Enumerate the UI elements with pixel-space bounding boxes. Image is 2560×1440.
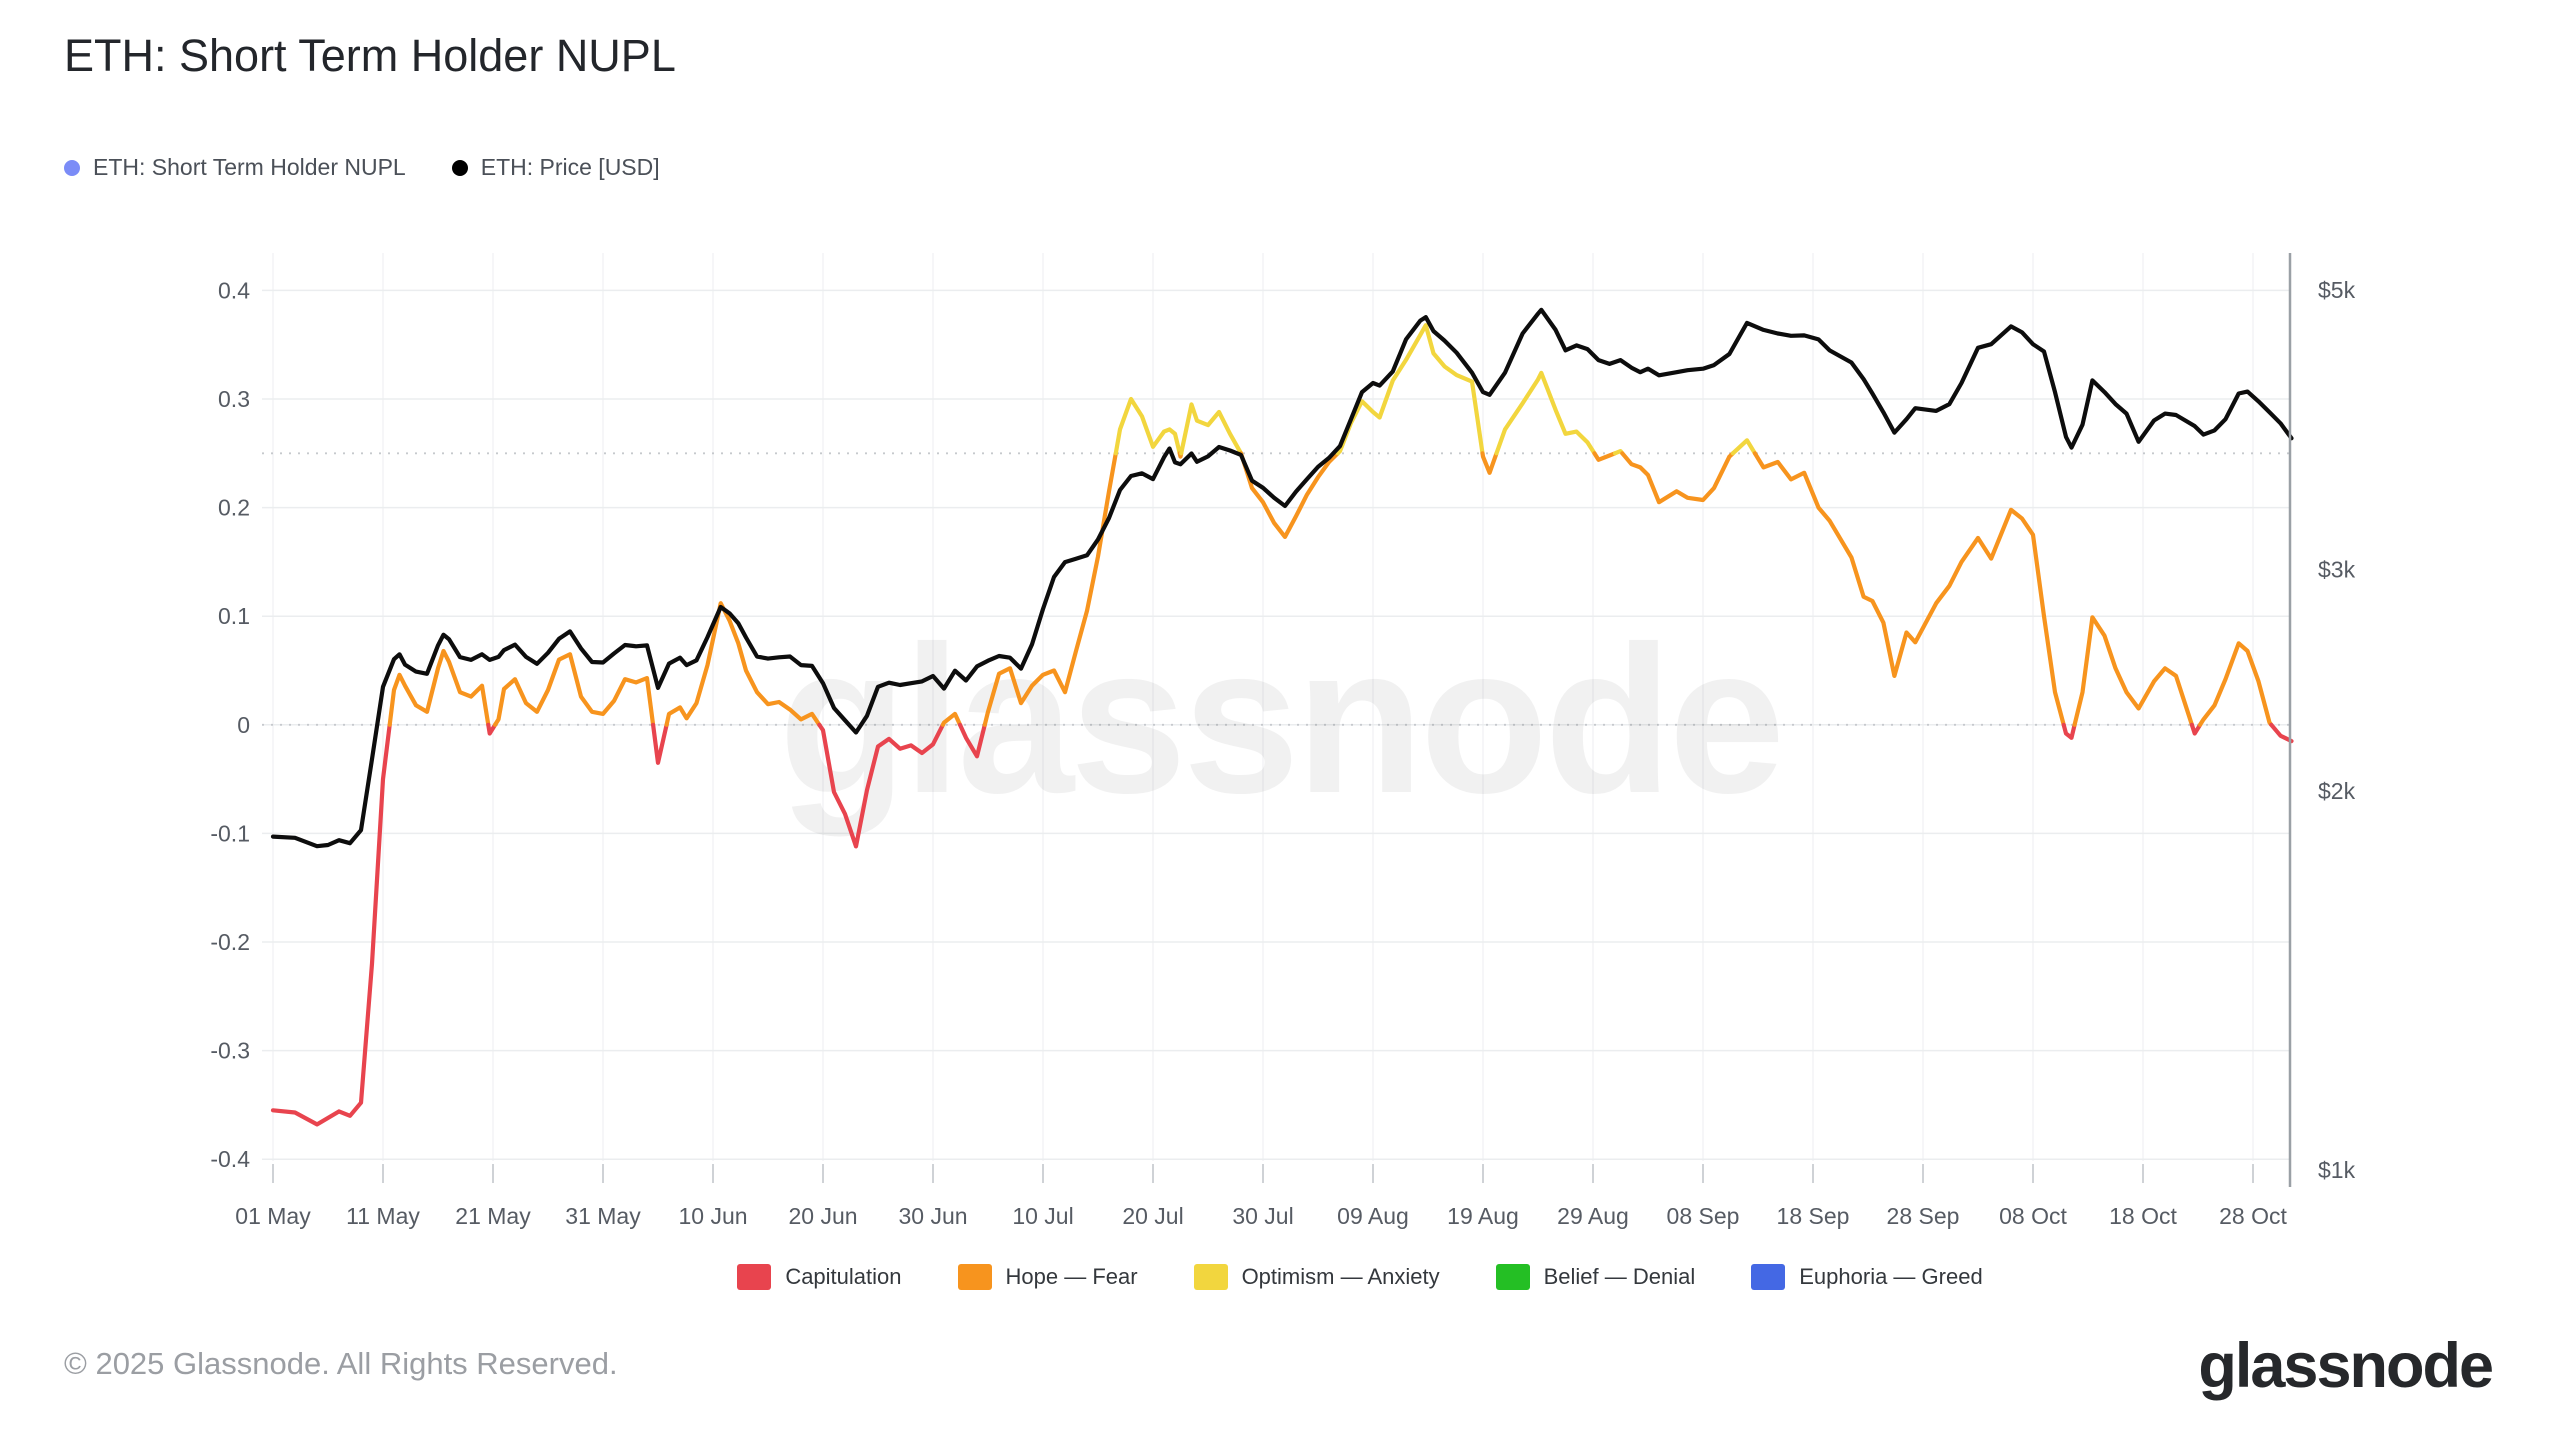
x-axis-label: 08 Oct xyxy=(1999,1203,2067,1229)
y-axis-left-label: -0.3 xyxy=(210,1038,250,1064)
zone-legend-item-belief-denial[interactable]: Belief — Denial xyxy=(1495,1264,1696,1290)
page-title: ETH: Short Term Holder NUPL xyxy=(64,30,676,81)
x-axis-label: 21 May xyxy=(455,1203,531,1229)
x-axis-label: 28 Sep xyxy=(1887,1203,1960,1229)
x-axis-label: 18 Sep xyxy=(1777,1203,1850,1229)
nupl-line-segment xyxy=(1480,451,1499,475)
x-axis-label: 10 Jul xyxy=(1012,1203,1073,1229)
nupl-line-segment xyxy=(2061,722,2077,740)
x-axis-label: 08 Sep xyxy=(1667,1203,1740,1229)
watermark-logo: glassnode xyxy=(779,602,1782,837)
nupl-line-segment xyxy=(2072,615,2194,727)
nupl-line-segment xyxy=(493,652,656,727)
zone-legend-item-euphoria-greed[interactable]: Euphoria — Greed xyxy=(1751,1264,1983,1290)
belief-denial-swatch-icon xyxy=(1495,1264,1530,1290)
nupl-line-segment xyxy=(957,722,987,759)
nupl-line-segment xyxy=(486,722,498,736)
y-axis-right-label: $2k xyxy=(2318,778,2356,804)
x-axis-label: 01 May xyxy=(235,1203,311,1229)
nupl-line-segment xyxy=(1620,451,1735,505)
nupl-series-dot-icon xyxy=(64,159,80,176)
y-axis-left-label: 0.3 xyxy=(218,386,250,412)
zone-legend-label: Belief — Denial xyxy=(1543,1264,1696,1289)
top-legend-label-price: ETH: Price [USD] xyxy=(480,154,660,180)
zone-legend-label: Capitulation xyxy=(785,1264,902,1289)
nupl-line-segment xyxy=(1113,396,1182,456)
zone-legend: Capitulation Hope — Fear Optimism — Anxi… xyxy=(80,1264,2560,1290)
x-axis-label: 31 May xyxy=(565,1203,641,1229)
y-axis-left-label: -0.4 xyxy=(210,1146,250,1172)
y-axis-left-label: 0.4 xyxy=(218,277,250,303)
nupl-line-segment xyxy=(2198,641,2274,727)
price-series-dot-icon xyxy=(451,159,468,176)
x-axis-label: 10 Jun xyxy=(678,1203,747,1229)
capitulation-swatch-icon xyxy=(737,1264,772,1290)
x-axis-label: 30 Jul xyxy=(1232,1203,1293,1229)
x-axis-label: 28 Oct xyxy=(2219,1203,2287,1229)
nupl-line-segment xyxy=(1335,323,1485,456)
glassnode-logo: glassnode xyxy=(2198,1331,2494,1401)
x-axis-label: 30 Jun xyxy=(898,1203,967,1229)
top-legend-item-price[interactable]: ETH: Price [USD] xyxy=(451,154,660,181)
y-axis-right-label: $1k xyxy=(2318,1157,2356,1183)
x-axis-label: 09 Aug xyxy=(1337,1203,1409,1229)
nupl-line-segment xyxy=(270,722,392,1127)
nupl-line-segment xyxy=(1730,438,1757,456)
nupl-line-segment xyxy=(940,711,963,727)
top-legend-item-nupl[interactable]: ETH: Short Term Holder NUPL xyxy=(64,154,406,181)
hope-fear-swatch-icon xyxy=(957,1264,992,1290)
x-axis-label: 29 Aug xyxy=(1557,1203,1629,1229)
x-axis-label: 20 Jun xyxy=(788,1203,857,1229)
y-axis-right-label: $3k xyxy=(2318,556,2356,582)
y-axis-left-label: -0.2 xyxy=(210,929,250,955)
price-line xyxy=(270,307,2294,849)
nupl-line-segment xyxy=(2269,722,2294,744)
optimism-anxiety-swatch-icon xyxy=(1193,1264,1228,1290)
nupl-line-segment xyxy=(1179,402,1244,456)
top-legend-label-nupl: ETH: Short Term Holder NUPL xyxy=(93,154,406,180)
nupl-line-segment xyxy=(817,722,945,849)
euphoria-greed-swatch-icon xyxy=(1751,1264,1786,1290)
nupl-line-segment xyxy=(387,648,491,727)
nupl-line-segment xyxy=(1494,370,1597,456)
x-axis-label: 19 Aug xyxy=(1447,1203,1519,1229)
zone-legend-label: Euphoria — Greed xyxy=(1799,1264,1983,1289)
zone-legend-label: Optimism — Anxiety xyxy=(1241,1264,1440,1289)
x-axis-label: 11 May xyxy=(346,1203,420,1229)
x-axis-label: 18 Oct xyxy=(2109,1203,2177,1229)
nupl-line-segment xyxy=(982,451,1118,727)
nupl-line-segment xyxy=(1238,451,1340,539)
y-axis-left-label: 0.2 xyxy=(218,495,250,521)
zone-legend-label: Hope — Fear xyxy=(1005,1264,1138,1289)
nupl-line-segment xyxy=(664,601,822,727)
y-axis-right-label: $5k xyxy=(2318,277,2356,303)
nupl-line-segment xyxy=(651,722,669,765)
top-legend: ETH: Short Term Holder NUPL ETH: Price [… xyxy=(64,154,660,181)
zone-legend-item-optimism-anxiety[interactable]: Optimism — Anxiety xyxy=(1193,1264,1440,1290)
zone-legend-item-hope-fear[interactable]: Hope — Fear xyxy=(957,1264,1138,1290)
zone-legend-item-capitulation[interactable]: Capitulation xyxy=(737,1264,902,1290)
nupl-line-segment xyxy=(1752,451,2066,727)
x-axis-label: 20 Jul xyxy=(1122,1203,1183,1229)
nupl-line-segment xyxy=(2189,722,2203,736)
footer-copyright: © 2025 Glassnode. All Rights Reserved. xyxy=(64,1346,618,1381)
y-axis-left-label: -0.1 xyxy=(210,820,250,846)
y-axis-left-label: 0 xyxy=(237,712,250,738)
y-axis-left-label: 0.1 xyxy=(218,603,250,629)
nupl-line-segment xyxy=(1592,451,1618,462)
